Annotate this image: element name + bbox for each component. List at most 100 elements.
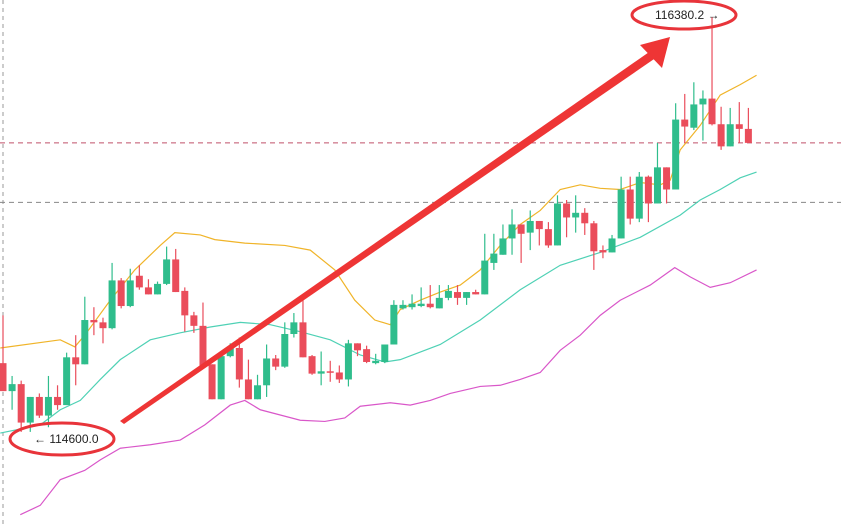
candle xyxy=(17,380,25,432)
candle-body xyxy=(454,292,461,298)
candle-body xyxy=(217,356,225,400)
candle-body xyxy=(290,322,298,335)
candle-body xyxy=(244,379,252,400)
candle-body xyxy=(444,290,452,298)
candle-body xyxy=(54,396,62,406)
candle-body xyxy=(590,223,598,252)
candle-body xyxy=(317,371,325,374)
candle xyxy=(163,246,171,286)
candle xyxy=(626,176,634,225)
candle xyxy=(326,360,334,382)
candle-body xyxy=(535,220,543,230)
candle xyxy=(335,365,343,383)
candle-body xyxy=(81,320,89,365)
candle xyxy=(63,352,71,406)
candle-body xyxy=(526,220,534,233)
candle xyxy=(363,345,371,364)
candle xyxy=(372,353,380,365)
candle-body xyxy=(135,275,143,288)
candle xyxy=(399,300,407,310)
candle-body xyxy=(435,297,443,309)
candle-body xyxy=(417,303,425,307)
candle xyxy=(254,374,262,400)
candle-body xyxy=(399,304,407,309)
candle-body xyxy=(690,104,698,128)
candle xyxy=(354,343,362,357)
candle-body xyxy=(199,325,207,366)
lower-band-line xyxy=(20,266,757,516)
candle-body xyxy=(281,334,289,367)
candle-body xyxy=(144,287,152,295)
high-price-label: 116380.2 → xyxy=(655,8,720,22)
candle-body xyxy=(563,203,571,218)
candle xyxy=(663,167,671,204)
candle-body xyxy=(263,358,271,386)
candle-body xyxy=(672,119,680,190)
candle xyxy=(563,199,571,238)
trend-arrow xyxy=(120,37,670,424)
candle-body xyxy=(226,347,234,357)
candle xyxy=(244,359,252,400)
candle xyxy=(344,339,352,387)
candle xyxy=(744,107,752,143)
candle-body xyxy=(335,372,343,380)
candle-body xyxy=(172,259,180,293)
candle xyxy=(144,279,152,295)
candle xyxy=(517,224,525,263)
candle xyxy=(508,209,516,255)
candle xyxy=(708,17,716,126)
candle-body xyxy=(635,176,643,219)
candle xyxy=(108,262,116,330)
candle xyxy=(435,285,443,309)
candle-body xyxy=(272,358,280,367)
candle xyxy=(44,375,52,428)
candle-body xyxy=(344,343,352,380)
candle xyxy=(490,233,498,270)
candle-body xyxy=(408,303,416,308)
candle xyxy=(90,307,98,336)
candle-body xyxy=(0,363,7,392)
candle xyxy=(135,265,143,290)
trend-arrow-head xyxy=(640,37,670,68)
candle xyxy=(390,300,398,345)
candle xyxy=(154,281,162,295)
candle xyxy=(426,285,434,309)
candle xyxy=(272,354,280,371)
candle xyxy=(644,175,652,223)
candle-body xyxy=(208,364,216,400)
candle xyxy=(72,335,80,386)
candle xyxy=(653,142,661,204)
low-price-label: ← 114600.0 xyxy=(34,432,99,446)
candle xyxy=(553,195,561,246)
candle-body xyxy=(708,98,716,125)
candle-body xyxy=(463,292,471,298)
candle xyxy=(81,296,89,365)
candle-body xyxy=(163,259,171,284)
candle-body xyxy=(663,167,671,190)
candle-body xyxy=(8,384,16,392)
candle-body xyxy=(581,212,589,224)
candle xyxy=(690,82,698,131)
candle xyxy=(117,278,125,309)
candle xyxy=(172,248,180,293)
candle xyxy=(299,296,307,358)
candle-body xyxy=(72,357,80,365)
candle xyxy=(699,90,707,141)
candle-body xyxy=(499,238,507,255)
candle-body xyxy=(508,224,516,239)
candle-body xyxy=(354,343,362,351)
candle-body xyxy=(108,280,116,329)
candle-body xyxy=(517,224,525,234)
candle-body xyxy=(626,189,634,219)
candle-body xyxy=(326,371,334,373)
trend-arrow-shaft xyxy=(120,50,657,424)
candle-body xyxy=(426,303,434,308)
candle-body xyxy=(390,304,398,345)
high-label-highlight xyxy=(630,0,738,31)
candle xyxy=(572,195,580,233)
candle-body xyxy=(17,384,25,423)
candle xyxy=(726,107,734,147)
candle xyxy=(308,354,316,375)
candle xyxy=(672,103,680,190)
candle xyxy=(263,344,271,397)
